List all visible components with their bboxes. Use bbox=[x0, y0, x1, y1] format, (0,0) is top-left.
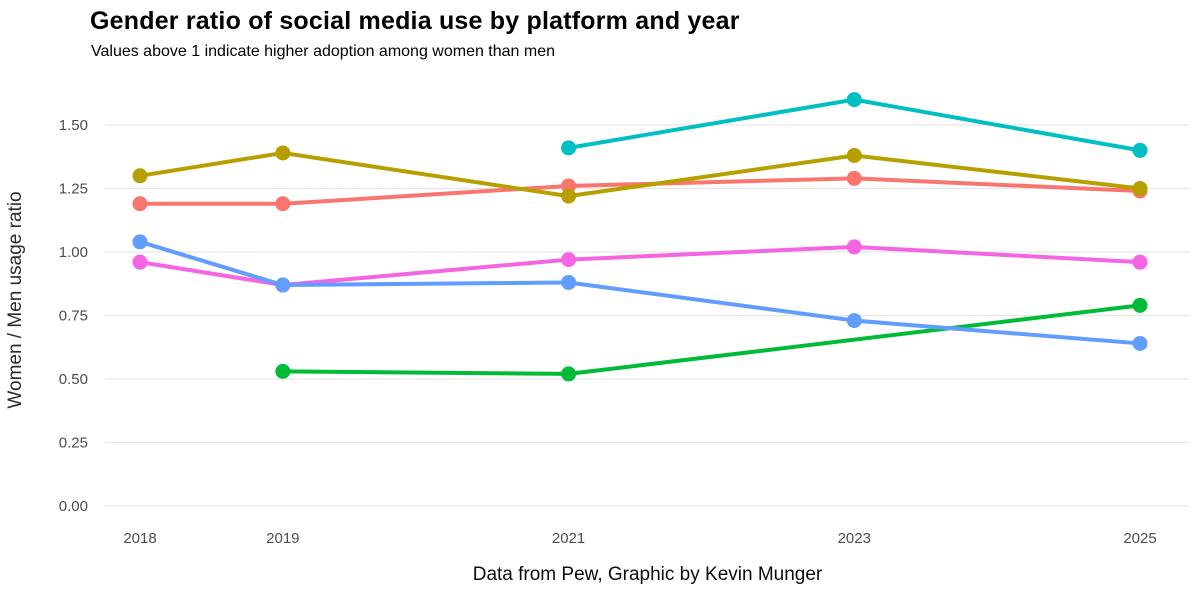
data-point-magenta-2018 bbox=[132, 254, 148, 270]
data-point-salmon-2023 bbox=[846, 170, 862, 186]
data-point-olive-2023 bbox=[846, 147, 862, 163]
data-point-green-2021 bbox=[561, 366, 577, 382]
y-tick-label-0.50: 0.50 bbox=[59, 371, 88, 388]
data-point-olive-2018 bbox=[132, 168, 148, 184]
data-point-blue-2018 bbox=[132, 234, 148, 250]
x-tick-label-2018: 2018 bbox=[123, 530, 156, 547]
data-point-green-2025 bbox=[1132, 297, 1148, 313]
data-point-magenta-2021 bbox=[561, 252, 577, 268]
data-point-magenta-2023 bbox=[846, 239, 862, 255]
data-point-olive-2025 bbox=[1132, 181, 1148, 196]
x-tick-label-2021: 2021 bbox=[552, 530, 585, 547]
data-point-green-2019 bbox=[275, 363, 291, 379]
series-line-olive bbox=[138, 150, 1142, 199]
series-line-salmon bbox=[138, 176, 1142, 206]
y-tick-label-1.25: 1.25 bbox=[59, 181, 88, 198]
chart-subtitle: Values above 1 indicate higher adoption … bbox=[91, 43, 556, 60]
data-point-magenta-2025 bbox=[1132, 254, 1148, 270]
y-axis-title: Women / Men usage ratio bbox=[5, 191, 26, 408]
data-point-blue-2025 bbox=[1132, 335, 1148, 351]
data-point-teal-2021 bbox=[561, 140, 577, 156]
data-point-teal-2025 bbox=[1132, 142, 1148, 158]
data-point-olive-2021 bbox=[561, 188, 577, 204]
data-point-blue-2019 bbox=[275, 277, 291, 293]
data-point-salmon-2018 bbox=[132, 196, 148, 212]
x-tick-label-2019: 2019 bbox=[266, 530, 299, 547]
data-point-teal-2023 bbox=[846, 92, 862, 108]
data-point-olive-2019 bbox=[275, 145, 291, 161]
data-point-blue-2023 bbox=[846, 313, 862, 329]
y-tick-label-0.25: 0.25 bbox=[59, 435, 88, 452]
y-tick-label-1.50: 1.50 bbox=[59, 117, 88, 134]
data-point-blue-2021 bbox=[561, 274, 577, 290]
y-tick-label-0.00: 0.00 bbox=[59, 498, 88, 515]
x-tick-label-2025: 2025 bbox=[1123, 530, 1156, 547]
chart-title: Gender ratio of social media use by plat… bbox=[90, 7, 740, 35]
chart-caption: Data from Pew, Graphic by Kevin Munger bbox=[472, 564, 823, 585]
x-tick-label-2023: 2023 bbox=[838, 530, 871, 547]
y-tick-label-1.00: 1.00 bbox=[59, 244, 88, 261]
data-point-salmon-2019 bbox=[275, 196, 291, 212]
y-tick-label-0.75: 0.75 bbox=[59, 308, 88, 325]
